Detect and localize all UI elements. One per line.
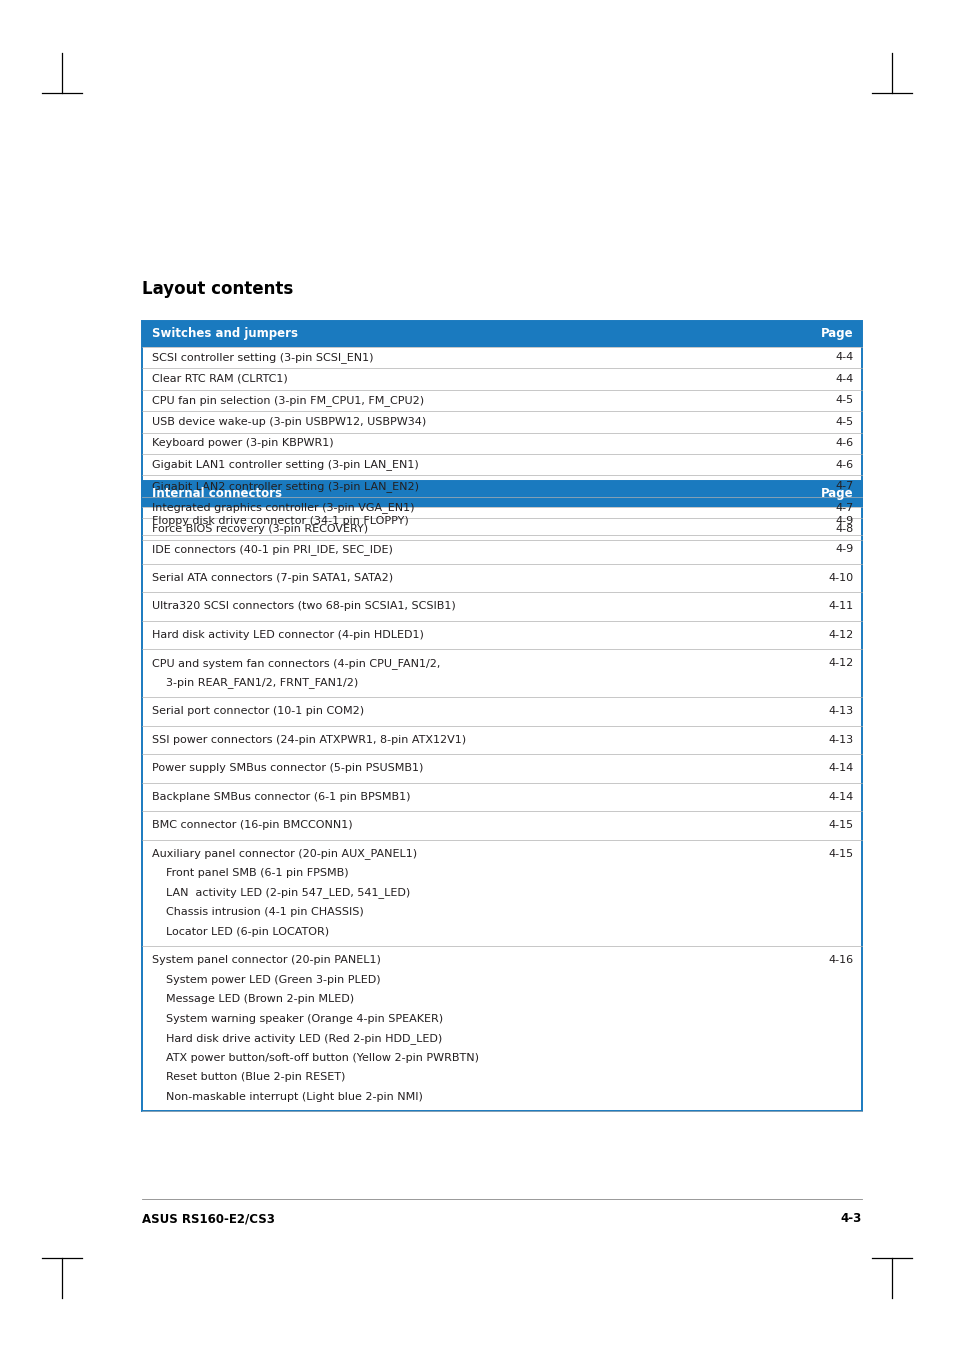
Text: 4-6: 4-6 — [835, 459, 853, 470]
Text: Layout contents: Layout contents — [142, 280, 293, 299]
Text: 4-13: 4-13 — [828, 707, 853, 716]
Text: Chassis intrusion (4-1 pin CHASSIS): Chassis intrusion (4-1 pin CHASSIS) — [152, 908, 363, 917]
Bar — [142, 481, 862, 1111]
Text: System panel connector (20-pin PANEL1): System panel connector (20-pin PANEL1) — [152, 955, 380, 965]
Text: Gigabit LAN1 controller setting (3-pin LAN_EN1): Gigabit LAN1 controller setting (3-pin L… — [152, 459, 418, 470]
Bar — [142, 411, 862, 432]
Text: ASUS RS160-E2/CS3: ASUS RS160-E2/CS3 — [142, 1212, 274, 1225]
Text: Ultra320 SCSI connectors (two 68-pin SCSIA1, SCSIB1): Ultra320 SCSI connectors (two 68-pin SCS… — [152, 601, 456, 611]
Text: Force BIOS recovery (3-pin RECOVERY): Force BIOS recovery (3-pin RECOVERY) — [152, 524, 368, 534]
Text: System warning speaker (Orange 4-pin SPEAKER): System warning speaker (Orange 4-pin SPE… — [152, 1013, 442, 1024]
Text: 4-12: 4-12 — [828, 630, 853, 640]
Text: 4-11: 4-11 — [828, 601, 853, 611]
Text: Clear RTC RAM (CLRTC1): Clear RTC RAM (CLRTC1) — [152, 374, 288, 384]
Text: Integrated graphics controller (3-pin VGA_EN1): Integrated graphics controller (3-pin VG… — [152, 503, 414, 513]
Text: Keyboard power (3-pin KBPWR1): Keyboard power (3-pin KBPWR1) — [152, 438, 334, 449]
Text: Switches and jumpers: Switches and jumpers — [152, 327, 297, 340]
Text: LAN  activity LED (2-pin 547_LED, 541_LED): LAN activity LED (2-pin 547_LED, 541_LED… — [152, 888, 410, 898]
Text: Gigabit LAN2 controller setting (3-pin LAN_EN2): Gigabit LAN2 controller setting (3-pin L… — [152, 481, 418, 492]
Text: Serial ATA connectors (7-pin SATA1, SATA2): Serial ATA connectors (7-pin SATA1, SATA… — [152, 573, 393, 582]
Bar — [142, 839, 862, 946]
Text: 4-5: 4-5 — [835, 416, 853, 427]
Text: Hard disk drive activity LED (Red 2-pin HDD_LED): Hard disk drive activity LED (Red 2-pin … — [152, 1032, 442, 1044]
Text: USB device wake-up (3-pin USBPW12, USBPW34): USB device wake-up (3-pin USBPW12, USBPW… — [152, 416, 426, 427]
Bar — [142, 725, 862, 754]
Bar — [142, 367, 862, 389]
Bar — [142, 346, 862, 367]
Text: 4-5: 4-5 — [835, 396, 853, 405]
Text: Reset button (Blue 2-pin RESET): Reset button (Blue 2-pin RESET) — [152, 1073, 345, 1082]
Bar — [142, 592, 862, 620]
Text: Serial port connector (10-1 pin COM2): Serial port connector (10-1 pin COM2) — [152, 707, 364, 716]
Bar — [142, 620, 862, 648]
Bar — [142, 946, 862, 1111]
Text: Page: Page — [821, 488, 853, 500]
Text: 4-10: 4-10 — [828, 573, 853, 582]
Bar — [142, 476, 862, 497]
Text: 4-7: 4-7 — [835, 503, 853, 513]
Text: IDE connectors (40-1 pin PRI_IDE, SEC_IDE): IDE connectors (40-1 pin PRI_IDE, SEC_ID… — [152, 544, 393, 555]
Text: Floppy disk drive connector (34-1 pin FLOPPY): Floppy disk drive connector (34-1 pin FL… — [152, 516, 408, 526]
Text: CPU and system fan connectors (4-pin CPU_FAN1/2,: CPU and system fan connectors (4-pin CPU… — [152, 658, 440, 669]
Bar — [142, 432, 862, 454]
Text: 4-13: 4-13 — [828, 735, 853, 744]
Text: Locator LED (6-pin LOCATOR): Locator LED (6-pin LOCATOR) — [152, 927, 329, 936]
Text: Message LED (Brown 2-pin MLED): Message LED (Brown 2-pin MLED) — [152, 994, 354, 1004]
Bar — [142, 535, 862, 563]
Text: BMC connector (16-pin BMCCONN1): BMC connector (16-pin BMCCONN1) — [152, 820, 353, 831]
Bar — [142, 782, 862, 811]
Text: 4-9: 4-9 — [835, 544, 853, 554]
Bar — [142, 481, 862, 507]
Bar — [142, 563, 862, 592]
Text: Front panel SMB (6-1 pin FPSMB): Front panel SMB (6-1 pin FPSMB) — [152, 869, 348, 878]
Text: 4-4: 4-4 — [835, 353, 853, 362]
Bar — [142, 811, 862, 839]
Text: Auxiliary panel connector (20-pin AUX_PANEL1): Auxiliary panel connector (20-pin AUX_PA… — [152, 848, 416, 859]
Bar — [142, 322, 862, 540]
Bar — [142, 519, 862, 540]
Bar — [142, 497, 862, 519]
Text: 4-16: 4-16 — [828, 955, 853, 965]
Bar — [142, 648, 862, 697]
Text: 4-8: 4-8 — [835, 524, 853, 534]
Text: 4-4: 4-4 — [835, 374, 853, 384]
Text: Non-maskable interrupt (Light blue 2-pin NMI): Non-maskable interrupt (Light blue 2-pin… — [152, 1092, 422, 1102]
Bar — [142, 389, 862, 411]
Text: Page: Page — [821, 327, 853, 340]
Text: 4-9: 4-9 — [835, 516, 853, 526]
Text: SCSI controller setting (3-pin SCSI_EN1): SCSI controller setting (3-pin SCSI_EN1) — [152, 351, 374, 362]
Text: Backplane SMBus connector (6-1 pin BPSMB1): Backplane SMBus connector (6-1 pin BPSMB… — [152, 792, 410, 801]
Text: Power supply SMBus connector (5-pin PSUSMB1): Power supply SMBus connector (5-pin PSUS… — [152, 763, 423, 773]
Bar — [142, 454, 862, 476]
Bar — [142, 507, 862, 535]
Bar — [142, 754, 862, 782]
Text: 4-12: 4-12 — [828, 658, 853, 669]
Text: 4-14: 4-14 — [828, 763, 853, 773]
Text: 3-pin REAR_FAN1/2, FRNT_FAN1/2): 3-pin REAR_FAN1/2, FRNT_FAN1/2) — [152, 677, 358, 688]
Text: CPU fan pin selection (3-pin FM_CPU1, FM_CPU2): CPU fan pin selection (3-pin FM_CPU1, FM… — [152, 394, 424, 405]
Text: 4-3: 4-3 — [840, 1212, 862, 1225]
Text: Hard disk activity LED connector (4-pin HDLED1): Hard disk activity LED connector (4-pin … — [152, 630, 423, 640]
Text: System power LED (Green 3-pin PLED): System power LED (Green 3-pin PLED) — [152, 975, 380, 985]
Text: ATX power button/soft-off button (Yellow 2-pin PWRBTN): ATX power button/soft-off button (Yellow… — [152, 1052, 478, 1063]
Text: 4-15: 4-15 — [828, 848, 853, 859]
Bar — [142, 322, 862, 346]
Text: 4-6: 4-6 — [835, 438, 853, 449]
Text: 4-15: 4-15 — [828, 820, 853, 831]
Text: SSI power connectors (24-pin ATXPWR1, 8-pin ATX12V1): SSI power connectors (24-pin ATXPWR1, 8-… — [152, 735, 466, 744]
Bar — [142, 697, 862, 725]
Text: 4-7: 4-7 — [835, 481, 853, 492]
Text: 4-14: 4-14 — [828, 792, 853, 801]
Text: Internal connectors: Internal connectors — [152, 488, 282, 500]
